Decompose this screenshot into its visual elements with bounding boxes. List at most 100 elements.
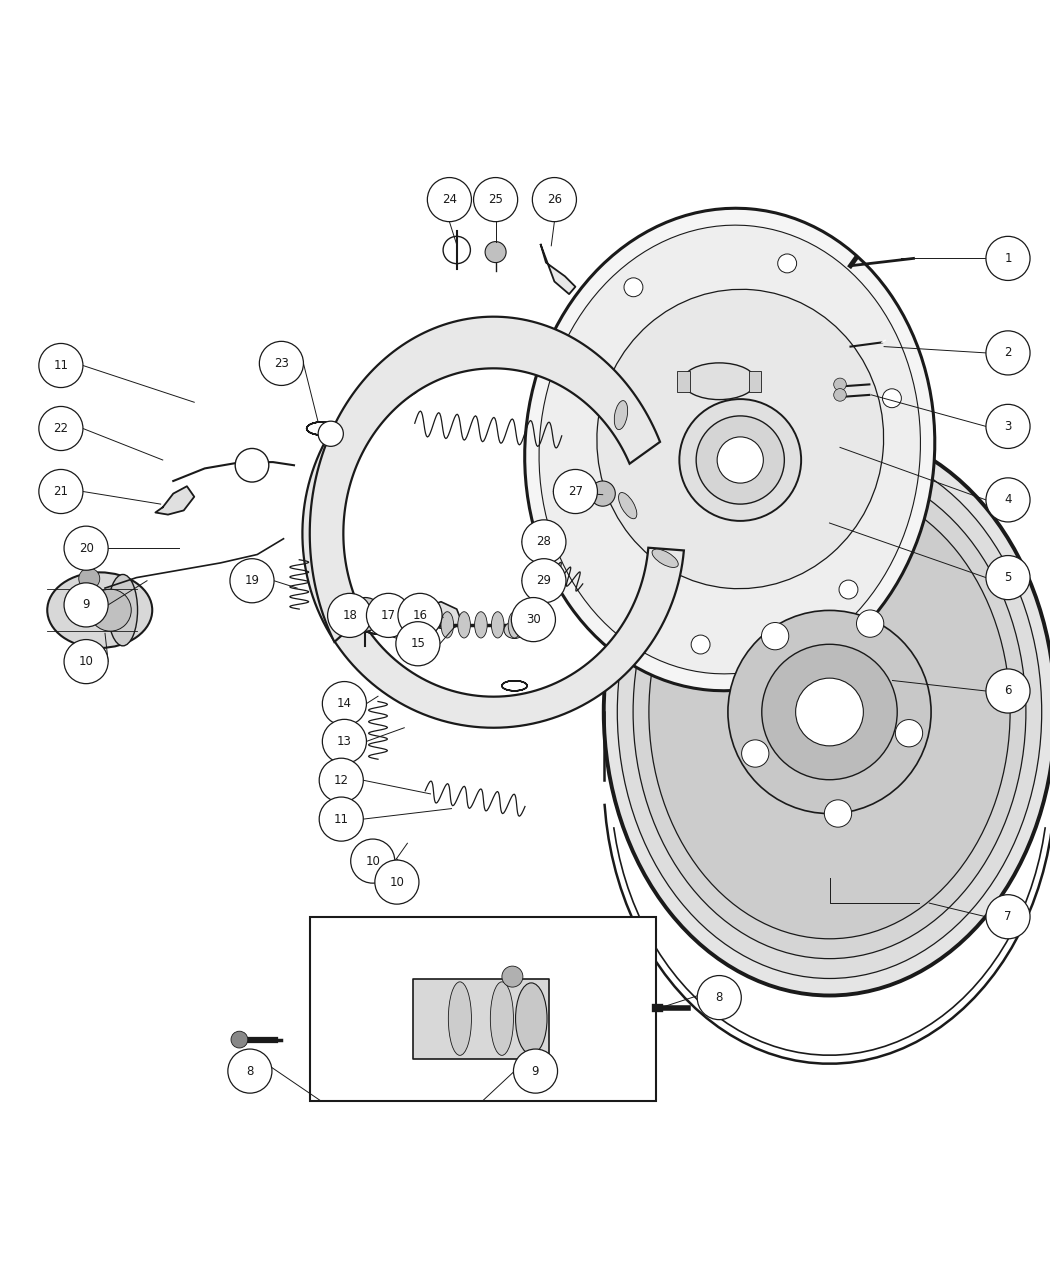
Text: 13: 13: [337, 734, 352, 748]
Circle shape: [319, 759, 363, 802]
Text: 10: 10: [365, 854, 380, 867]
Circle shape: [882, 388, 901, 407]
Circle shape: [590, 481, 615, 506]
Text: 4: 4: [1004, 493, 1012, 507]
Circle shape: [986, 555, 1030, 600]
Circle shape: [839, 580, 858, 599]
Ellipse shape: [491, 612, 504, 638]
Ellipse shape: [458, 612, 470, 638]
Circle shape: [318, 421, 343, 447]
Circle shape: [230, 559, 274, 603]
Circle shape: [398, 594, 442, 637]
Bar: [310, 917, 656, 1101]
Circle shape: [986, 236, 1030, 281]
Text: 9: 9: [531, 1065, 540, 1078]
Circle shape: [717, 437, 763, 483]
Text: 20: 20: [79, 541, 93, 554]
Text: 7: 7: [1004, 911, 1012, 923]
Text: 19: 19: [245, 575, 259, 587]
Text: 14: 14: [337, 697, 352, 710]
Circle shape: [228, 1048, 272, 1093]
Circle shape: [522, 559, 566, 603]
Circle shape: [761, 622, 789, 650]
Ellipse shape: [448, 982, 471, 1055]
Text: 27: 27: [568, 485, 583, 498]
Circle shape: [259, 341, 303, 386]
Ellipse shape: [617, 446, 1042, 978]
Circle shape: [986, 405, 1030, 448]
Circle shape: [39, 344, 83, 387]
Text: 8: 8: [246, 1065, 254, 1078]
Circle shape: [857, 610, 884, 637]
Circle shape: [532, 178, 576, 222]
Text: 21: 21: [54, 485, 68, 498]
Polygon shape: [302, 365, 684, 728]
Circle shape: [741, 739, 769, 767]
Text: 3: 3: [1004, 420, 1012, 433]
Ellipse shape: [108, 575, 138, 646]
Ellipse shape: [614, 401, 628, 429]
Circle shape: [513, 1048, 558, 1093]
Bar: [749, 370, 761, 392]
Text: 17: 17: [381, 609, 396, 622]
Ellipse shape: [441, 612, 454, 638]
Circle shape: [761, 645, 897, 780]
Text: 18: 18: [342, 609, 357, 622]
Circle shape: [511, 598, 555, 641]
Circle shape: [796, 678, 863, 746]
Ellipse shape: [596, 290, 884, 589]
Circle shape: [697, 976, 741, 1019]
Circle shape: [328, 594, 372, 637]
Text: 30: 30: [526, 613, 541, 626]
Circle shape: [322, 682, 366, 725]
Circle shape: [986, 478, 1030, 522]
Circle shape: [553, 470, 597, 513]
Ellipse shape: [516, 983, 547, 1055]
Circle shape: [235, 448, 269, 481]
Ellipse shape: [47, 572, 152, 647]
Text: 6: 6: [1004, 684, 1012, 697]
Circle shape: [522, 520, 566, 564]
Text: 9: 9: [82, 599, 90, 612]
Ellipse shape: [388, 622, 410, 638]
Ellipse shape: [539, 225, 921, 674]
Text: 23: 23: [274, 356, 289, 370]
Circle shape: [64, 582, 108, 627]
Text: 11: 11: [334, 812, 349, 826]
Circle shape: [834, 388, 846, 401]
Circle shape: [443, 236, 470, 263]
Circle shape: [624, 278, 643, 296]
Circle shape: [502, 967, 523, 987]
Circle shape: [322, 719, 366, 764]
Text: 11: 11: [54, 359, 68, 372]
Circle shape: [485, 241, 506, 263]
Circle shape: [728, 610, 931, 813]
Circle shape: [64, 640, 108, 683]
Ellipse shape: [525, 208, 934, 691]
Text: 10: 10: [79, 655, 93, 668]
Text: 16: 16: [413, 609, 427, 622]
Circle shape: [696, 416, 784, 504]
Circle shape: [679, 400, 801, 521]
Circle shape: [375, 859, 419, 904]
Ellipse shape: [508, 612, 521, 638]
Circle shape: [231, 1032, 248, 1048]
Circle shape: [79, 568, 100, 589]
Polygon shape: [310, 317, 660, 642]
Text: 2: 2: [1004, 346, 1012, 359]
Circle shape: [396, 622, 440, 665]
Ellipse shape: [649, 485, 1010, 939]
Ellipse shape: [504, 622, 525, 638]
Circle shape: [366, 594, 411, 637]
Text: 10: 10: [390, 876, 404, 889]
Circle shape: [382, 600, 412, 630]
Text: 24: 24: [442, 193, 457, 206]
Circle shape: [89, 589, 131, 631]
Ellipse shape: [682, 363, 756, 400]
Polygon shape: [541, 245, 575, 294]
Ellipse shape: [424, 612, 437, 638]
Circle shape: [349, 598, 382, 631]
Circle shape: [834, 378, 846, 391]
Circle shape: [351, 839, 395, 884]
Circle shape: [986, 669, 1030, 713]
